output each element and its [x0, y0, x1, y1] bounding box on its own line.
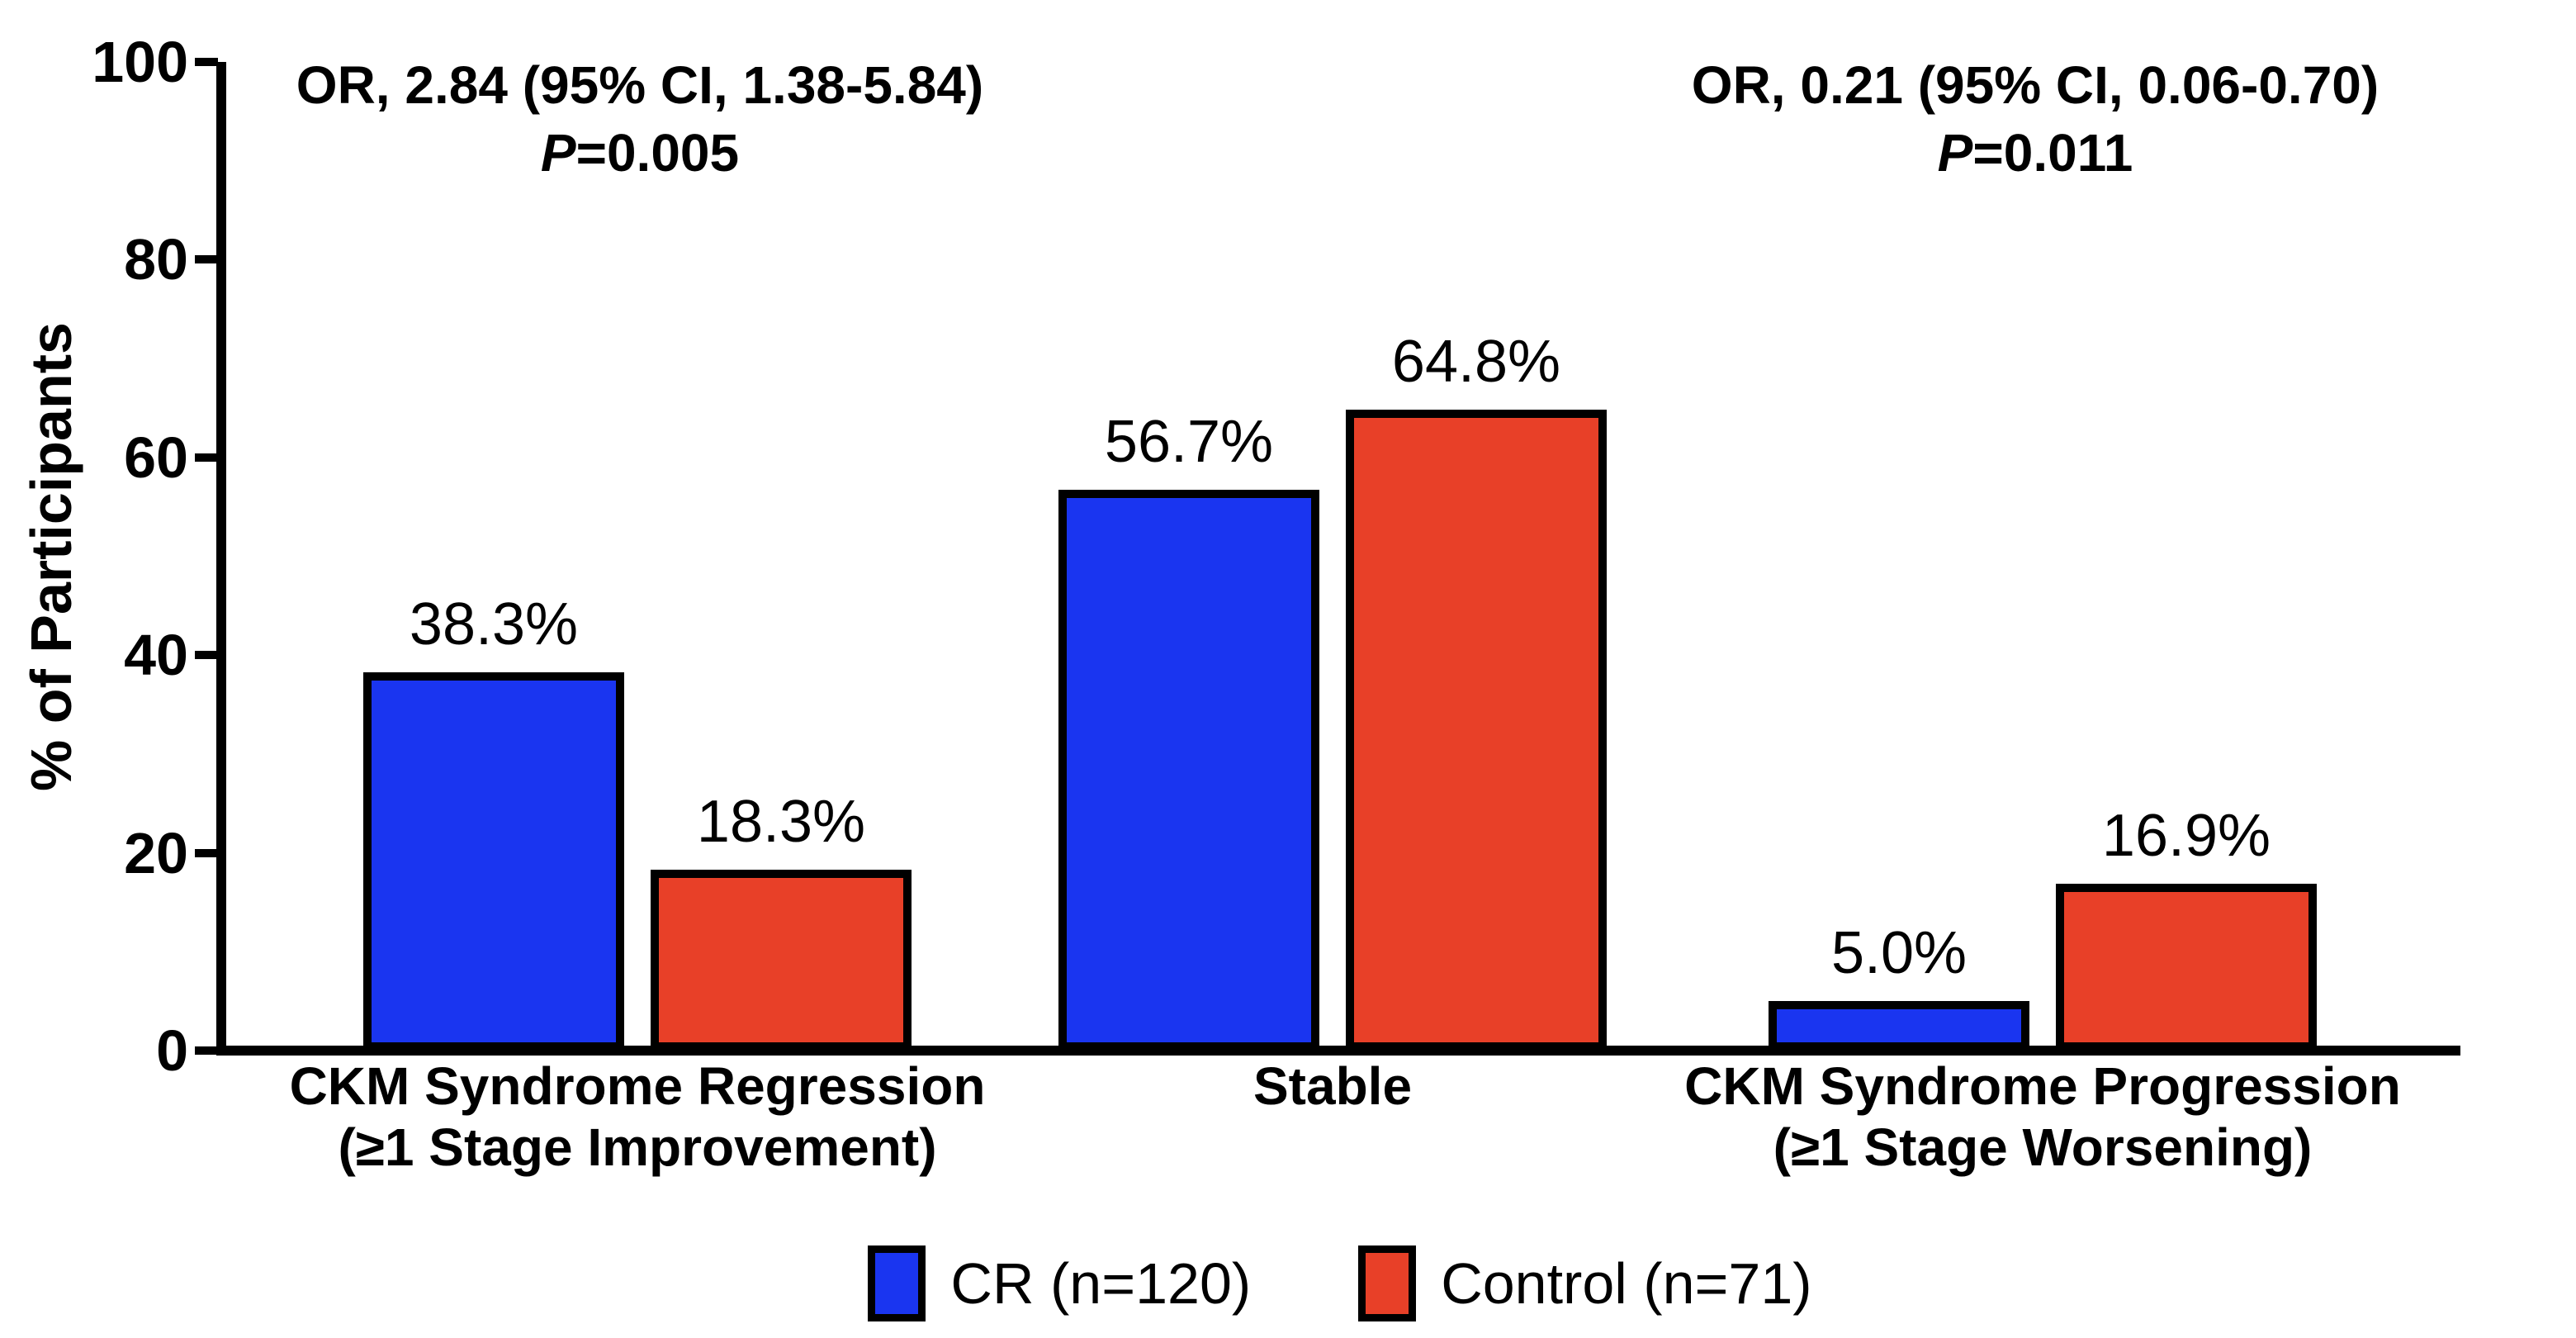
y-tick [195, 58, 218, 66]
bar-control-stable [1346, 410, 1607, 1051]
y-tick-label: 40 [124, 623, 188, 687]
bar-cr-progression [1769, 1001, 2029, 1051]
x-axis-label-stable: Stable [1252, 1056, 1413, 1116]
annotation-regression: OR, 2.84 (95% CI, 1.38-5.84) P=0.005 [128, 51, 1152, 187]
bar-cr-regression [363, 672, 624, 1051]
bar-value-label: 56.7% [1104, 409, 1274, 475]
legend-label: CR (n=120) [950, 1251, 1252, 1316]
annotation-progression-p: P=0.011 [1937, 123, 2133, 183]
x-axis-label-regression: CKM Syndrome Regression (≥1 Stage Improve… [289, 1056, 986, 1177]
annotation-regression-p: P=0.005 [540, 123, 740, 183]
y-tick-label: 0 [156, 1018, 188, 1083]
annotation-regression-or: OR, 2.84 (95% CI, 1.38-5.84) [296, 55, 984, 115]
y-axis-title: % of Participants [19, 322, 83, 791]
bar-control-progression [2056, 884, 2317, 1051]
y-axis-line [216, 62, 226, 1056]
legend-item-control: Control (n=71) [1358, 1245, 1812, 1321]
y-tick [195, 255, 218, 263]
legend-swatch-control [1358, 1245, 1417, 1321]
legend-swatch-cr [868, 1245, 926, 1321]
bar-control-regression [651, 870, 912, 1051]
bar-cr-stable [1058, 490, 1319, 1051]
y-tick [195, 651, 218, 659]
x-axis-label-progression: CKM Syndrome Progression (≥1 Stage Worsen… [1684, 1056, 2401, 1177]
annotation-progression: OR, 0.21 (95% CI, 0.06-0.70) P=0.011 [1523, 51, 2547, 187]
y-tick [195, 1046, 218, 1055]
bar-value-label: 64.8% [1391, 329, 1561, 395]
legend: CR (n=120) Control (n=71) [219, 1245, 2461, 1321]
bar-value-label: 16.9% [2101, 803, 2271, 869]
bar-value-label: 38.3% [409, 591, 579, 657]
y-tick-label: 100 [92, 30, 188, 94]
bar-value-label: 18.3% [696, 789, 866, 855]
y-tick-label: 20 [124, 821, 188, 885]
annotation-progression-or: OR, 0.21 (95% CI, 0.06-0.70) [1691, 55, 2379, 115]
legend-item-cr: CR (n=120) [868, 1245, 1251, 1321]
y-tick-label: 60 [124, 425, 188, 490]
y-tick [195, 453, 218, 462]
y-tick-label: 80 [124, 227, 188, 292]
legend-label: Control (n=71) [1441, 1251, 1812, 1316]
y-tick [195, 849, 218, 857]
bar-value-label: 5.0% [1830, 920, 1968, 986]
